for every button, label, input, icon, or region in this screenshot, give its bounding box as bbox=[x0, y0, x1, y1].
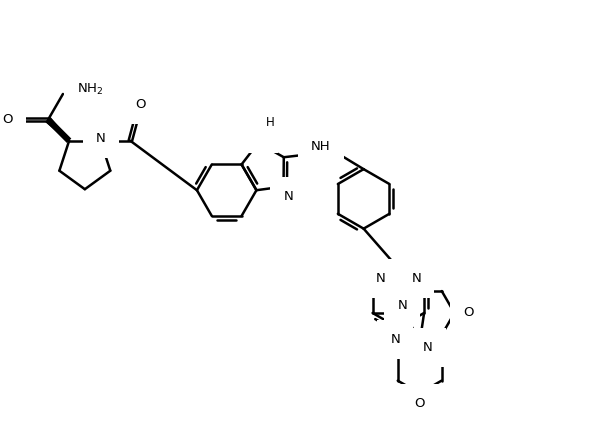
Text: N: N bbox=[397, 299, 407, 311]
Text: N: N bbox=[391, 333, 400, 346]
Text: N: N bbox=[411, 272, 421, 285]
Text: NH: NH bbox=[311, 140, 331, 153]
Text: N: N bbox=[376, 272, 385, 285]
Text: O: O bbox=[463, 306, 474, 319]
Polygon shape bbox=[46, 118, 70, 141]
Text: N: N bbox=[284, 190, 293, 203]
Text: O: O bbox=[415, 397, 425, 410]
Text: N: N bbox=[256, 127, 265, 140]
Text: O: O bbox=[2, 113, 13, 126]
Text: O: O bbox=[135, 98, 145, 111]
Text: H: H bbox=[266, 117, 275, 130]
Text: N: N bbox=[423, 341, 433, 354]
Text: N: N bbox=[96, 132, 106, 145]
Text: NH$_2$: NH$_2$ bbox=[77, 82, 103, 97]
